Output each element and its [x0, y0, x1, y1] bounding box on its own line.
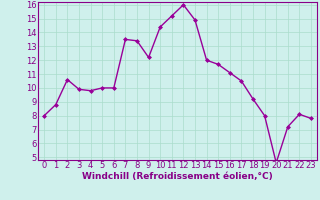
- X-axis label: Windchill (Refroidissement éolien,°C): Windchill (Refroidissement éolien,°C): [82, 172, 273, 181]
